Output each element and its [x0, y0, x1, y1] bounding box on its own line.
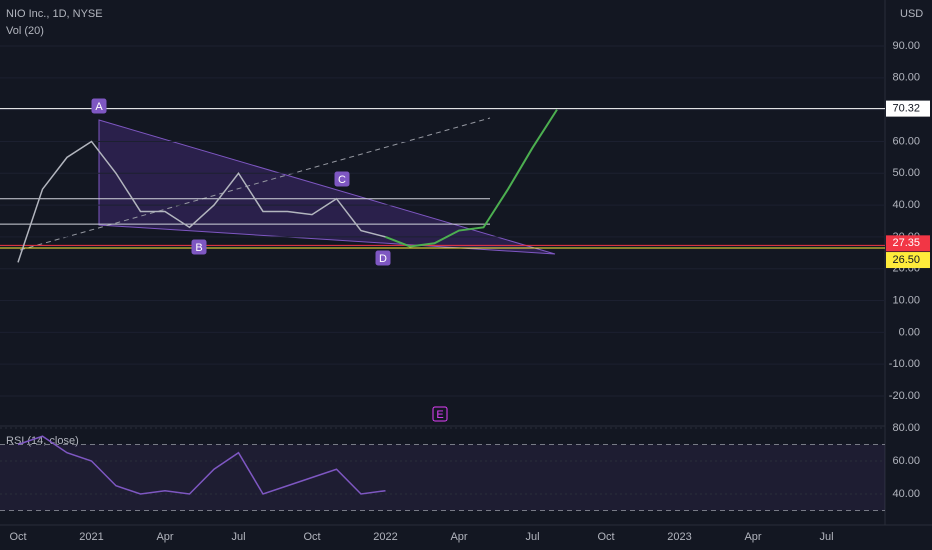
rsi-band	[0, 444, 885, 511]
price-label: 27.35	[892, 237, 920, 249]
pattern-point	[375, 250, 391, 266]
x-tick-label: Apr	[156, 531, 173, 543]
x-tick-label: Jul	[525, 531, 539, 543]
rsi-title: RSI (14, close)	[6, 435, 79, 447]
y-tick-label: -10.00	[889, 358, 920, 370]
pattern-point	[91, 98, 107, 114]
y-tick-label: 10.00	[892, 294, 920, 306]
y-tick-label: 50.00	[892, 167, 920, 179]
pattern-point	[191, 239, 207, 255]
x-tick-label: 2021	[79, 531, 103, 543]
y-tick-label: 60.00	[892, 135, 920, 147]
price-line	[17, 140, 386, 263]
pattern-point	[334, 171, 350, 187]
x-tick-label: Oct	[9, 531, 26, 543]
rsi-tick-label: 40.00	[892, 488, 920, 500]
rsi-line	[17, 435, 386, 495]
x-tick-label: 2022	[373, 531, 397, 543]
price-line	[385, 109, 558, 248]
pattern-label: E	[436, 409, 443, 421]
price-label-bg	[886, 252, 930, 269]
chart-title: NIO Inc., 1D, NYSE	[6, 8, 103, 20]
rsi-tick-label: 80.00	[892, 422, 920, 434]
y-tick-label: -20.00	[889, 390, 920, 402]
pattern-label: D	[379, 253, 387, 265]
price-label: 26.50	[892, 254, 920, 266]
currency[interactable]: USD	[900, 8, 923, 20]
price-label: 70.32	[892, 103, 920, 115]
price-label-bg	[886, 235, 930, 252]
x-tick-label: Apr	[450, 531, 467, 543]
y-tick-label: 40.00	[892, 199, 920, 211]
y-tick-label: 80.00	[892, 72, 920, 84]
x-tick-label: Jul	[819, 531, 833, 543]
price-label-bg	[886, 100, 930, 117]
x-tick-label: Apr	[744, 531, 761, 543]
pattern-point	[432, 406, 448, 422]
pattern-label: B	[195, 242, 202, 254]
x-tick-label: Oct	[597, 531, 614, 543]
subtitle: Vol (20)	[6, 25, 44, 37]
pattern-label: C	[338, 174, 346, 186]
y-tick-label: 0.00	[899, 326, 920, 338]
x-tick-label: Oct	[303, 531, 320, 543]
y-tick-label: 90.00	[892, 40, 920, 52]
trend-line	[19, 117, 491, 251]
triangle-pattern	[98, 119, 556, 255]
rsi-tick-label: 60.00	[892, 455, 920, 467]
x-tick-label: Jul	[231, 531, 245, 543]
x-tick-label: 2023	[667, 531, 691, 543]
pattern-label: A	[95, 101, 103, 113]
